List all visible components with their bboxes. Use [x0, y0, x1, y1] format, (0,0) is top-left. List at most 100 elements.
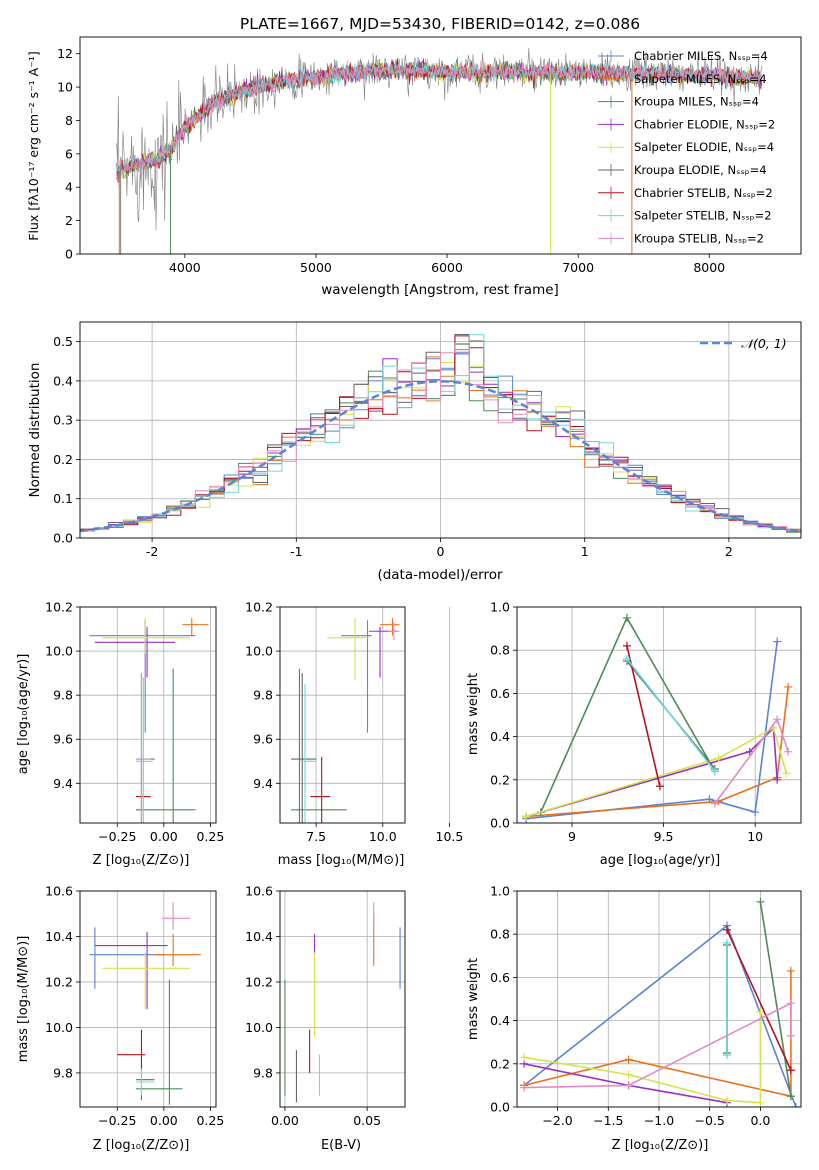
weight-marker: [722, 925, 731, 934]
legend-entry: Kroupa ELODIE, Nₛₛₚ=4: [634, 163, 767, 177]
errorbar-point: [135, 1068, 155, 1096]
legend-entry: Chabrier ELODIE, Nₛₛₚ=2: [634, 117, 775, 131]
y-tick-label: 9.6: [253, 732, 273, 747]
axes-mass_vs_Z: −0.25 0.00 0.25 9.8 10.0 10.2 10.4 10.6: [45, 884, 224, 1129]
weight-marker: [786, 1066, 795, 1075]
axes-frame: [516, 890, 802, 1108]
weight-marker: [773, 637, 782, 646]
weight-marker: [786, 999, 795, 1008]
weight-marker: [520, 1083, 529, 1092]
y-tick-label: 9.4: [53, 776, 73, 791]
y-tick-label: 10.2: [45, 600, 73, 615]
age-vs-mass-xlabel: mass [log₁₀(M/M⊙)]: [278, 853, 405, 868]
x-tick-label: 9: [568, 829, 576, 844]
gaussian-reference-line: [80, 380, 801, 533]
errorbar-point: [135, 979, 183, 1105]
errorbar-point: [161, 902, 190, 930]
weight-marker: [624, 1081, 633, 1090]
residuals-xlabel: (data-model)/error: [377, 567, 503, 583]
plot-area: [520, 897, 800, 1107]
axes-frame: [79, 36, 802, 255]
x-tick-label: 0.00: [271, 1113, 299, 1128]
y-tick-label: 10.0: [45, 1020, 73, 1035]
residuals-ylabel: Normed distribution: [27, 363, 43, 498]
y-tick-label: 10.2: [245, 600, 273, 615]
y-tick-label: 0.4: [490, 1013, 510, 1028]
x-tick-label: -1: [290, 544, 302, 559]
errorbar-point: [102, 952, 190, 1010]
x-tick-label: 2: [725, 544, 733, 559]
x-tick-label: 10: [747, 829, 763, 844]
errorbar-point: [89, 620, 196, 733]
x-tick-label: 0: [437, 544, 445, 559]
weight-series-line: [759, 901, 792, 1097]
weight-marker: [786, 966, 795, 975]
legend-entry: Kroupa MILES, Nₛₛₚ=4: [634, 95, 759, 109]
errorbar-point: [182, 618, 209, 636]
errorbar-point: [135, 673, 151, 823]
weight-marker: [622, 641, 631, 650]
y-tick-label: 1.0: [490, 884, 510, 899]
spectrum-xlabel: wavelength [Angstrom, rest frame]: [321, 282, 559, 298]
x-tick-label: −1.5: [593, 1113, 623, 1128]
spectrum-title: PLATE=1667, MJD=53430, FIBERID=0142, z=0…: [240, 15, 640, 33]
plot-area: [522, 613, 793, 823]
x-tick-label: 0.05: [353, 1113, 381, 1128]
errorbar-point: [299, 684, 317, 823]
y-tick-label: 4: [65, 180, 73, 195]
y-tick-label: 0.8: [490, 643, 510, 658]
plot-area: [116, 47, 763, 254]
y-tick-label: 0.0: [490, 1100, 510, 1115]
weight-marker: [714, 754, 723, 763]
x-tick-label: 10.0: [369, 829, 397, 844]
mass-vs-ebv-xlabel: E(B-V): [321, 1138, 361, 1153]
weight-series-line: [626, 645, 661, 787]
legend-entry: Salpeter ELODIE, Nₛₛₚ=4: [634, 140, 774, 154]
errorbar-point: [327, 618, 369, 680]
weight-marker: [520, 1053, 529, 1062]
legend-entry: 𝒩(0, 1): [741, 336, 787, 351]
y-tick-label: 10.6: [245, 884, 273, 899]
x-tick-label: 5000: [300, 260, 332, 275]
errorbar-point: [135, 668, 196, 823]
x-tick-label: 10.5: [436, 829, 464, 844]
y-tick-label: 10: [57, 80, 73, 95]
x-tick-label: −0.25: [98, 1113, 136, 1128]
x-tick-label: −1.0: [644, 1113, 674, 1128]
errorbar-point: [341, 620, 372, 733]
x-tick-label: 0.25: [196, 1113, 224, 1128]
plot-area: [291, 618, 400, 823]
weight-series-line: [526, 686, 789, 818]
x-tick-label: 9.5: [654, 829, 674, 844]
histogram-step-line: [80, 343, 801, 531]
weight-series-line: [525, 726, 788, 818]
weight-marker: [786, 1092, 795, 1101]
y-tick-label: 0.6: [490, 686, 510, 701]
weight-vs-Z-ylabel: mass weight: [466, 958, 481, 1040]
weight-series-line: [523, 1063, 728, 1104]
y-tick-label: 10.4: [245, 929, 273, 944]
age-vs-Z-xlabel: Z [log₁₀(Z/Z⊙)]: [93, 853, 190, 868]
x-tick-label: 4000: [169, 260, 201, 275]
x-tick-label: 0.25: [196, 829, 224, 844]
weight-vs-age-xlabel: age [log₁₀(age/yr)]: [600, 853, 721, 868]
weight-marker: [782, 769, 791, 778]
y-tick-label: 9.8: [253, 688, 273, 703]
y-tick-label: 0.4: [53, 373, 73, 388]
plot-area: [89, 902, 202, 1105]
weight-marker: [786, 1031, 795, 1040]
y-tick-label: 2: [65, 213, 73, 228]
x-tick-label: 0.0: [750, 1113, 770, 1128]
weight-marker: [773, 715, 782, 724]
x-tick-label: −0.25: [98, 829, 136, 844]
legend-entry: Chabrier STELIB, Nₛₛₚ=2: [634, 186, 773, 200]
plot-area: [89, 618, 209, 823]
errorbar-point: [310, 756, 330, 823]
spectrum-model-line: [116, 60, 763, 182]
errorbar-point: [94, 931, 168, 1010]
errorbar-point: [154, 934, 202, 967]
weight-marker: [624, 1070, 633, 1079]
weight-marker: [655, 782, 664, 791]
weight-marker: [622, 654, 631, 663]
y-tick-label: 10.0: [245, 644, 273, 659]
